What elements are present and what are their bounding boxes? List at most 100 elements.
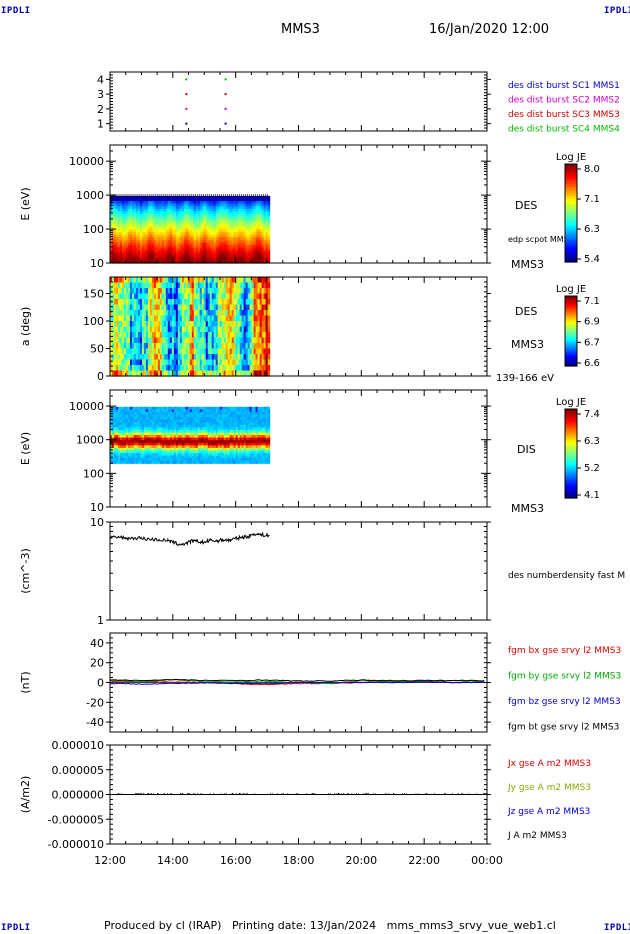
- pitch-cell: [197, 282, 201, 289]
- pitch-cell: [183, 315, 187, 322]
- pitch-cell: [129, 332, 133, 339]
- pitch-cell: [215, 277, 219, 284]
- spec-cell: [185, 211, 189, 215]
- dis-cell: [187, 435, 191, 439]
- spec-cell: [187, 255, 191, 259]
- spec-cell: [165, 226, 169, 231]
- dis-cell: [121, 424, 125, 428]
- colorbar-cell: [565, 257, 577, 261]
- pitch-cell: [241, 370, 245, 377]
- pitch-cell: [197, 304, 201, 311]
- dis-cell: [123, 427, 127, 431]
- spec-cell: [257, 201, 261, 205]
- dis-cell: [111, 417, 115, 421]
- pitch-cell: [213, 282, 217, 289]
- spec-cell: [265, 244, 269, 249]
- pitch-cell: [129, 310, 133, 317]
- pitch-cell: [217, 315, 221, 322]
- spec-cell: [185, 221, 189, 225]
- pitch-cell: [189, 370, 193, 377]
- pitch-cell: [221, 310, 225, 317]
- pitch-cell: [263, 304, 267, 311]
- spec-cell: [157, 195, 161, 200]
- pitch-cell: [253, 354, 257, 361]
- pitch-cell: [265, 348, 269, 355]
- pitch-cell: [177, 277, 181, 284]
- spec-cell: [121, 260, 125, 264]
- dis-cell: [121, 432, 125, 436]
- spec-cell: [245, 219, 249, 223]
- des-spacecraft-label: MMS3: [511, 258, 544, 271]
- spec-cell: [173, 257, 177, 262]
- spec-cell: [147, 206, 151, 210]
- spec-cell: [165, 260, 169, 264]
- pitch-cell: [177, 343, 181, 350]
- pitch-cell: [179, 321, 183, 328]
- spec-cell: [211, 198, 215, 202]
- dis-cell: [185, 460, 189, 464]
- spec-cell: [111, 242, 115, 246]
- spec-cell: [213, 201, 217, 205]
- spec-cell: [205, 252, 209, 256]
- spec-cell: [161, 242, 165, 246]
- pitch-cell: [181, 315, 185, 322]
- spec-cell: [131, 226, 135, 231]
- spec-cell: [167, 250, 171, 254]
- spec-cell: [233, 242, 237, 246]
- pitch-cell: [245, 277, 249, 284]
- spec-cell: [157, 226, 161, 231]
- pitch-cell: [187, 321, 191, 328]
- pitch-cell: [227, 365, 231, 372]
- dis-cell: [137, 409, 141, 413]
- pitch-cell: [263, 293, 267, 300]
- spec-cell: [145, 242, 149, 246]
- spec-cell: [145, 234, 149, 238]
- spec-cell: [245, 250, 249, 254]
- spec-cell: [183, 224, 187, 228]
- spec-cell: [201, 198, 205, 202]
- spec-cell: [213, 237, 217, 241]
- pitch-cell: [165, 310, 169, 317]
- pitch-cell: [187, 348, 191, 355]
- pitch-cell: [135, 288, 139, 295]
- spec-cell: [249, 224, 253, 228]
- pitch-cell: [153, 282, 157, 289]
- spec-cell: [219, 247, 223, 251]
- pitch-cell: [261, 304, 265, 311]
- pitch-cell: [179, 332, 183, 339]
- spec-cell: [113, 211, 117, 215]
- dis-cell: [137, 406, 141, 410]
- dis-cell: [149, 458, 153, 462]
- dis-cell: [163, 414, 167, 418]
- pitch-cell: [205, 321, 209, 328]
- dis-cell: [183, 435, 187, 439]
- spec-cell: [153, 252, 157, 256]
- spec-cell: [181, 255, 185, 259]
- spec-cell: [181, 201, 185, 205]
- spec-cell: [219, 252, 223, 256]
- pitch-cell: [203, 370, 207, 377]
- dis-cell: [115, 424, 119, 428]
- spec-cell: [235, 232, 239, 236]
- dis-cell: [183, 427, 187, 431]
- dis-cell: [139, 411, 143, 416]
- pitch-cell: [239, 321, 243, 328]
- pitch-cell: [131, 277, 135, 284]
- spec-cell: [129, 247, 133, 251]
- pitch-cell: [177, 326, 181, 333]
- spec-cell: [255, 239, 259, 243]
- spec-cell: [211, 224, 215, 228]
- spec-cell: [119, 211, 123, 215]
- spec-cell: [203, 221, 207, 225]
- spec-cell: [239, 211, 243, 215]
- spec-cell: [119, 219, 123, 223]
- spec-cell: [117, 247, 121, 251]
- spec-cell: [155, 229, 159, 233]
- pitch-cell: [185, 359, 189, 366]
- dis-cell: [113, 445, 117, 449]
- spec-cell: [161, 244, 165, 249]
- pitch-cell: [113, 310, 117, 317]
- pitch-cell: [215, 282, 219, 289]
- spec-cell: [233, 203, 237, 207]
- spec-cell: [153, 206, 157, 210]
